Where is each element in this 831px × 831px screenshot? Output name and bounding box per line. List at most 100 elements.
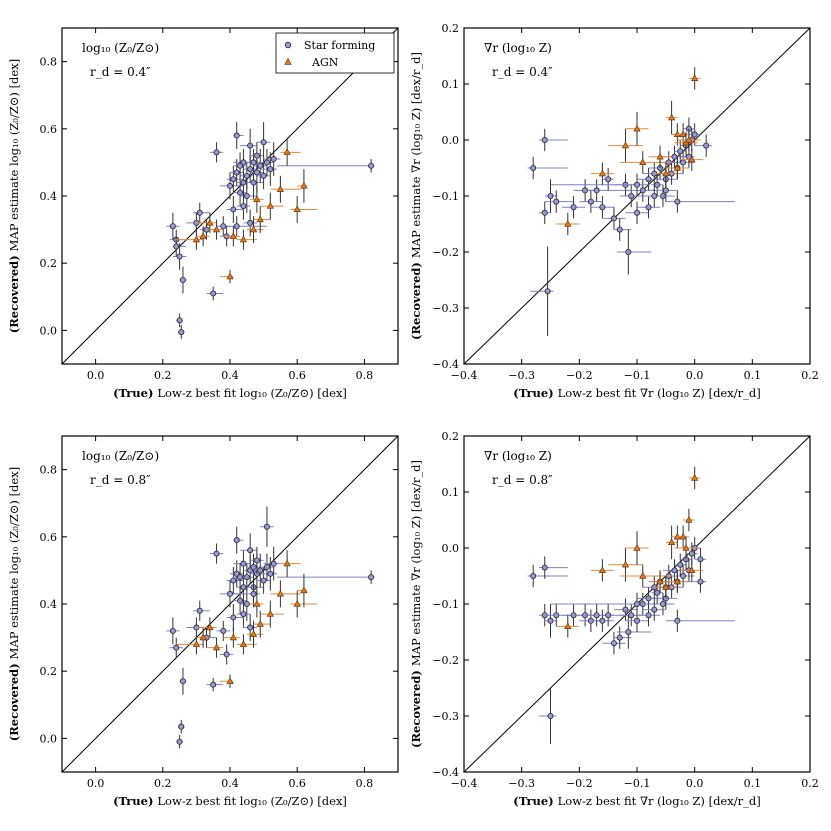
- y-axis-label-text: MAP estimate log₁₀ (Z₀/Z⊙) [dex]: [7, 467, 21, 660]
- star-forming-marker: [247, 166, 254, 173]
- star-forming-marker: [553, 612, 560, 619]
- star-forming-marker: [230, 206, 237, 213]
- agn-marker: [229, 232, 237, 239]
- star-forming-marker: [654, 589, 661, 596]
- agn-point: [608, 128, 643, 163]
- agn-marker: [656, 577, 664, 585]
- star-forming-point: [177, 719, 185, 734]
- y-tick-label: 0.2: [442, 430, 460, 443]
- agn-point: [665, 570, 689, 593]
- data-points: [166, 122, 375, 339]
- star-forming-marker: [233, 132, 240, 139]
- agn-marker: [673, 163, 681, 171]
- star-forming-marker: [593, 187, 600, 194]
- y-axis-label: (Recovered) MAP estimate ∇r (log₁₀ Z) [de…: [409, 52, 423, 340]
- star-forming-marker: [645, 176, 652, 183]
- star-forming-marker: [250, 159, 257, 166]
- star-forming-marker: [639, 187, 646, 194]
- star-forming-point: [240, 533, 257, 568]
- star-forming-marker: [547, 713, 554, 720]
- x-axis-label: (True) Low-z best fit log₁₀ (Z₀/Z⊙) [dex]: [113, 794, 347, 808]
- agn-marker: [192, 235, 201, 243]
- star-forming-point: [236, 192, 251, 220]
- agn-marker: [293, 205, 301, 213]
- star-forming-point: [602, 207, 626, 230]
- y-tick-label: 0.0: [442, 542, 460, 555]
- star-forming-marker: [247, 142, 254, 149]
- star-forming-marker: [233, 223, 240, 230]
- x-axis-label-bold: (True): [513, 794, 553, 808]
- agn-point: [619, 564, 672, 588]
- star-forming-point: [694, 548, 707, 571]
- star-forming-marker: [169, 223, 176, 230]
- star-forming-point: [230, 560, 244, 588]
- star-forming-marker: [230, 577, 237, 584]
- agn-marker: [256, 215, 264, 223]
- agn-point: [625, 531, 649, 565]
- agn-point: [297, 573, 308, 608]
- y-tick-label: −0.1: [432, 598, 459, 611]
- star-forming-marker: [233, 537, 240, 544]
- star-forming-marker: [703, 142, 710, 149]
- agn-point: [654, 576, 678, 599]
- star-forming-marker: [677, 561, 684, 568]
- agn-marker: [691, 74, 699, 81]
- star-forming-marker: [677, 148, 684, 155]
- star-forming-marker: [213, 550, 220, 557]
- star-forming-marker: [599, 204, 606, 211]
- star-forming-marker: [541, 136, 548, 143]
- star-forming-point: [230, 159, 244, 186]
- star-forming-point: [263, 546, 281, 581]
- x-tick-label: −0.1: [624, 369, 651, 382]
- agn-marker: [276, 589, 285, 597]
- star-forming-marker: [270, 560, 277, 567]
- star-forming-point: [619, 184, 643, 208]
- star-forming-point: [169, 637, 183, 658]
- star-forming-point: [250, 142, 264, 170]
- x-tick-label: 0.4: [221, 369, 239, 382]
- star-forming-marker: [645, 204, 652, 211]
- data-points: [166, 506, 375, 749]
- data-points: [527, 67, 736, 336]
- star-forming-point: [243, 155, 257, 183]
- star-forming-marker: [680, 573, 687, 580]
- star-forming-marker: [605, 612, 612, 619]
- agn-point: [608, 548, 643, 582]
- star-forming-marker: [587, 198, 594, 205]
- agn-marker: [621, 560, 630, 568]
- star-forming-point: [253, 148, 267, 183]
- legend-box: [275, 32, 395, 74]
- agn-point: [253, 610, 271, 638]
- y-tick-label: 0.6: [40, 531, 58, 544]
- star-forming-point: [260, 556, 278, 591]
- agn-marker: [239, 640, 248, 647]
- agn-marker: [206, 218, 214, 226]
- star-forming-marker: [530, 164, 537, 171]
- y-tick-label: 0.4: [40, 190, 58, 203]
- star-forming-point: [648, 179, 678, 202]
- agn-marker: [656, 152, 664, 160]
- star-forming-marker: [651, 192, 658, 199]
- x-tick-label: 0.4: [221, 777, 239, 790]
- star-forming-marker: [176, 317, 183, 324]
- agn-point: [674, 536, 698, 560]
- panel-annotation: r_d = 0.8″: [90, 473, 151, 487]
- star-forming-point: [602, 632, 626, 655]
- star-forming-point: [256, 567, 271, 594]
- agn-marker: [199, 232, 207, 239]
- star-forming-marker: [240, 203, 247, 210]
- star-forming-point: [590, 609, 614, 632]
- x-tick-label: 0.6: [288, 369, 306, 382]
- x-axis-label-text: Low-z best fit log₁₀ (Z₀/Z⊙) [dex]: [157, 386, 347, 400]
- star-forming-point: [277, 159, 375, 173]
- star-forming-point: [219, 172, 244, 200]
- star-forming-marker: [599, 617, 606, 624]
- y-tick-label: 0.4: [40, 598, 58, 611]
- x-tick-label: 0.8: [356, 369, 374, 382]
- star-forming-point: [240, 179, 257, 213]
- star-forming-point: [260, 553, 274, 581]
- star-forming-point: [544, 190, 574, 213]
- agn-point: [590, 559, 614, 582]
- star-forming-marker: [176, 253, 183, 260]
- star-forming-point: [233, 587, 247, 615]
